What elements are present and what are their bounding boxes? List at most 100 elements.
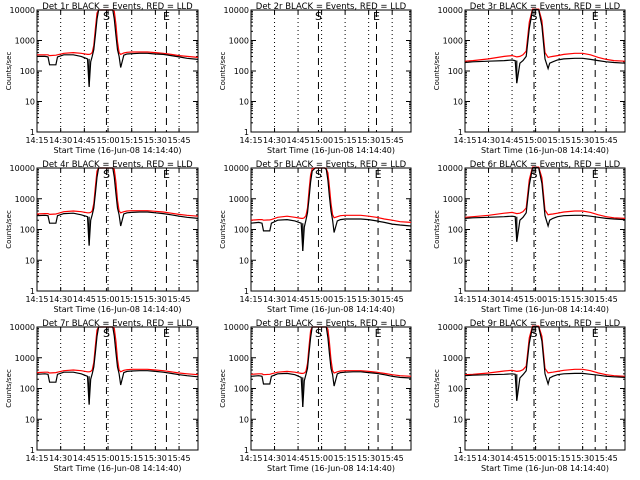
x-tick-label: 14:45 — [73, 136, 96, 145]
y-tick-label: 10000 — [438, 164, 463, 173]
y-axis-label: Counts/sec — [433, 369, 441, 408]
x-tick-label: 15:45 — [168, 136, 191, 145]
panel-det-8: 14:15 14:30 14:45 15:00 15:15 15:30 15:45 1 10 10… — [219, 319, 412, 473]
panel-det-2: 14:15 14:30 14:45 15:00 15:15 15:30 15:45 1 10 10… — [219, 2, 412, 155]
x-tick-label: 15:00 — [310, 295, 333, 304]
x-tick-label: 15:30 — [144, 454, 167, 463]
x-tick-label: 14:45 — [501, 454, 524, 463]
panel-det-4: 14:15 14:30 14:45 15:00 15:15 15:30 15:45 1 10 10… — [5, 160, 199, 314]
x-tick-label: 15:15 — [120, 136, 143, 145]
marker-label-s: S — [103, 327, 110, 340]
y-tick-label: 10000 — [224, 164, 249, 173]
x-tick-label: 14:45 — [287, 136, 310, 145]
x-tick-label: 15:15 — [120, 295, 143, 304]
y-tick-label: 100 — [448, 385, 463, 394]
x-axis-label: Start Time (16-Jun-08 14:14:40) — [481, 464, 609, 473]
x-tick-label: 14:15 — [453, 454, 476, 463]
x-tick-label: 14:15 — [25, 454, 48, 463]
series-events — [250, 167, 412, 252]
y-tick-label: 10000 — [438, 6, 463, 15]
x-tick-label: 14:45 — [287, 295, 310, 304]
marker-label-e: E — [163, 168, 170, 181]
x-tick-label: 14:45 — [501, 136, 524, 145]
marker-label-e: E — [592, 327, 599, 340]
y-tick-label: 1000 — [229, 195, 249, 204]
series-events — [36, 326, 199, 405]
y-tick-label: 100 — [448, 67, 463, 76]
x-axis-label: Start Time (16-Jun-08 14:14:40) — [54, 305, 182, 314]
x-tick-label: 15:45 — [381, 454, 404, 463]
x-tick-label: 15:45 — [168, 454, 191, 463]
marker-label-s: S — [315, 168, 322, 181]
series-lld — [464, 8, 626, 62]
marker-label-s: S — [315, 327, 322, 340]
y-axis-label: Counts/sec — [433, 210, 441, 249]
x-tick-label: 15:45 — [595, 136, 618, 145]
panel-det-1: 14:15 14:30 14:45 15:00 15:15 15:30 15:45 1 10 10… — [5, 2, 199, 155]
x-tick-label: 15:30 — [571, 295, 594, 304]
y-tick-label: 100 — [20, 67, 35, 76]
panel-det-5: 14:15 14:30 14:45 15:00 15:15 15:30 15:45 1 10 10… — [219, 160, 412, 314]
x-tick-label: 15:45 — [595, 295, 618, 304]
y-tick-label: 1000 — [229, 37, 249, 46]
x-tick-label: 14:15 — [239, 136, 262, 145]
x-tick-label: 15:30 — [357, 454, 380, 463]
series-events — [464, 166, 626, 242]
y-tick-label: 100 — [20, 226, 35, 235]
marker-label-e: E — [163, 10, 170, 23]
marker-label-e: E — [373, 10, 380, 23]
x-tick-label: 15:15 — [548, 136, 571, 145]
x-tick-label: 15:15 — [548, 454, 571, 463]
x-tick-label: 14:45 — [287, 454, 310, 463]
y-tick-label: 10 — [239, 415, 249, 424]
panel-title: Det 2r BLACK = Events, RED = LLD — [256, 2, 407, 12]
marker-label-s: S — [531, 10, 538, 23]
y-axis-label: Counts/sec — [219, 52, 227, 91]
series-events — [464, 325, 626, 401]
x-axis-label: Start Time (16-Jun-08 14:14:40) — [481, 305, 609, 314]
x-tick-label: 15:00 — [524, 295, 547, 304]
x-tick-label: 15:30 — [571, 454, 594, 463]
y-tick-label: 10 — [25, 415, 35, 424]
y-tick-label: 100 — [234, 226, 249, 235]
y-tick-label: 100 — [20, 385, 35, 394]
panel-title: Det 9r BLACK = Events, RED = LLD — [470, 319, 621, 329]
x-tick-label: 15:15 — [548, 295, 571, 304]
x-tick-label: 15:30 — [357, 136, 380, 145]
y-tick-label: 1 — [244, 128, 249, 137]
x-tick-label: 14:30 — [477, 454, 500, 463]
panel-title: Det 1r BLACK = Events, RED = LLD — [42, 2, 193, 12]
x-tick-label: 15:15 — [120, 454, 143, 463]
y-tick-label: 10 — [453, 415, 463, 424]
panel-title: Det 5r BLACK = Events, RED = LLD — [256, 160, 407, 170]
marker-label-e: E — [592, 10, 599, 23]
y-tick-label: 1 — [30, 128, 35, 137]
marker-label-s: S — [103, 168, 110, 181]
y-tick-label: 1 — [458, 128, 463, 137]
x-tick-label: 15:00 — [310, 136, 333, 145]
panel-det-9: 14:15 14:30 14:45 15:00 15:15 15:30 15:45 1 10 10… — [433, 319, 626, 473]
x-tick-label: 14:15 — [25, 136, 48, 145]
y-tick-label: 10000 — [10, 164, 35, 173]
x-tick-label: 14:45 — [73, 295, 96, 304]
x-tick-label: 15:45 — [168, 295, 191, 304]
x-tick-label: 14:15 — [453, 136, 476, 145]
x-axis-label: Start Time (16-Jun-08 14:14:40) — [481, 146, 609, 155]
panel-title: Det 8r BLACK = Events, RED = LLD — [256, 319, 407, 329]
x-axis-label: Start Time (16-Jun-08 14:14:40) — [54, 464, 182, 473]
y-tick-label: 10000 — [224, 6, 249, 15]
panel-title: Det 4r BLACK = Events, RED = LLD — [42, 160, 193, 170]
x-tick-label: 14:15 — [25, 295, 48, 304]
x-tick-label: 14:15 — [239, 295, 262, 304]
series-events — [464, 8, 626, 84]
x-tick-label: 14:30 — [263, 295, 286, 304]
y-axis-label: Counts/sec — [219, 210, 227, 249]
x-tick-label: 15:00 — [96, 295, 119, 304]
x-tick-label: 15:00 — [96, 136, 119, 145]
y-tick-label: 1000 — [443, 37, 463, 46]
marker-label-e: E — [163, 327, 170, 340]
x-tick-label: 15:15 — [334, 295, 357, 304]
x-tick-label: 15:00 — [524, 454, 547, 463]
x-tick-label: 14:30 — [49, 454, 72, 463]
